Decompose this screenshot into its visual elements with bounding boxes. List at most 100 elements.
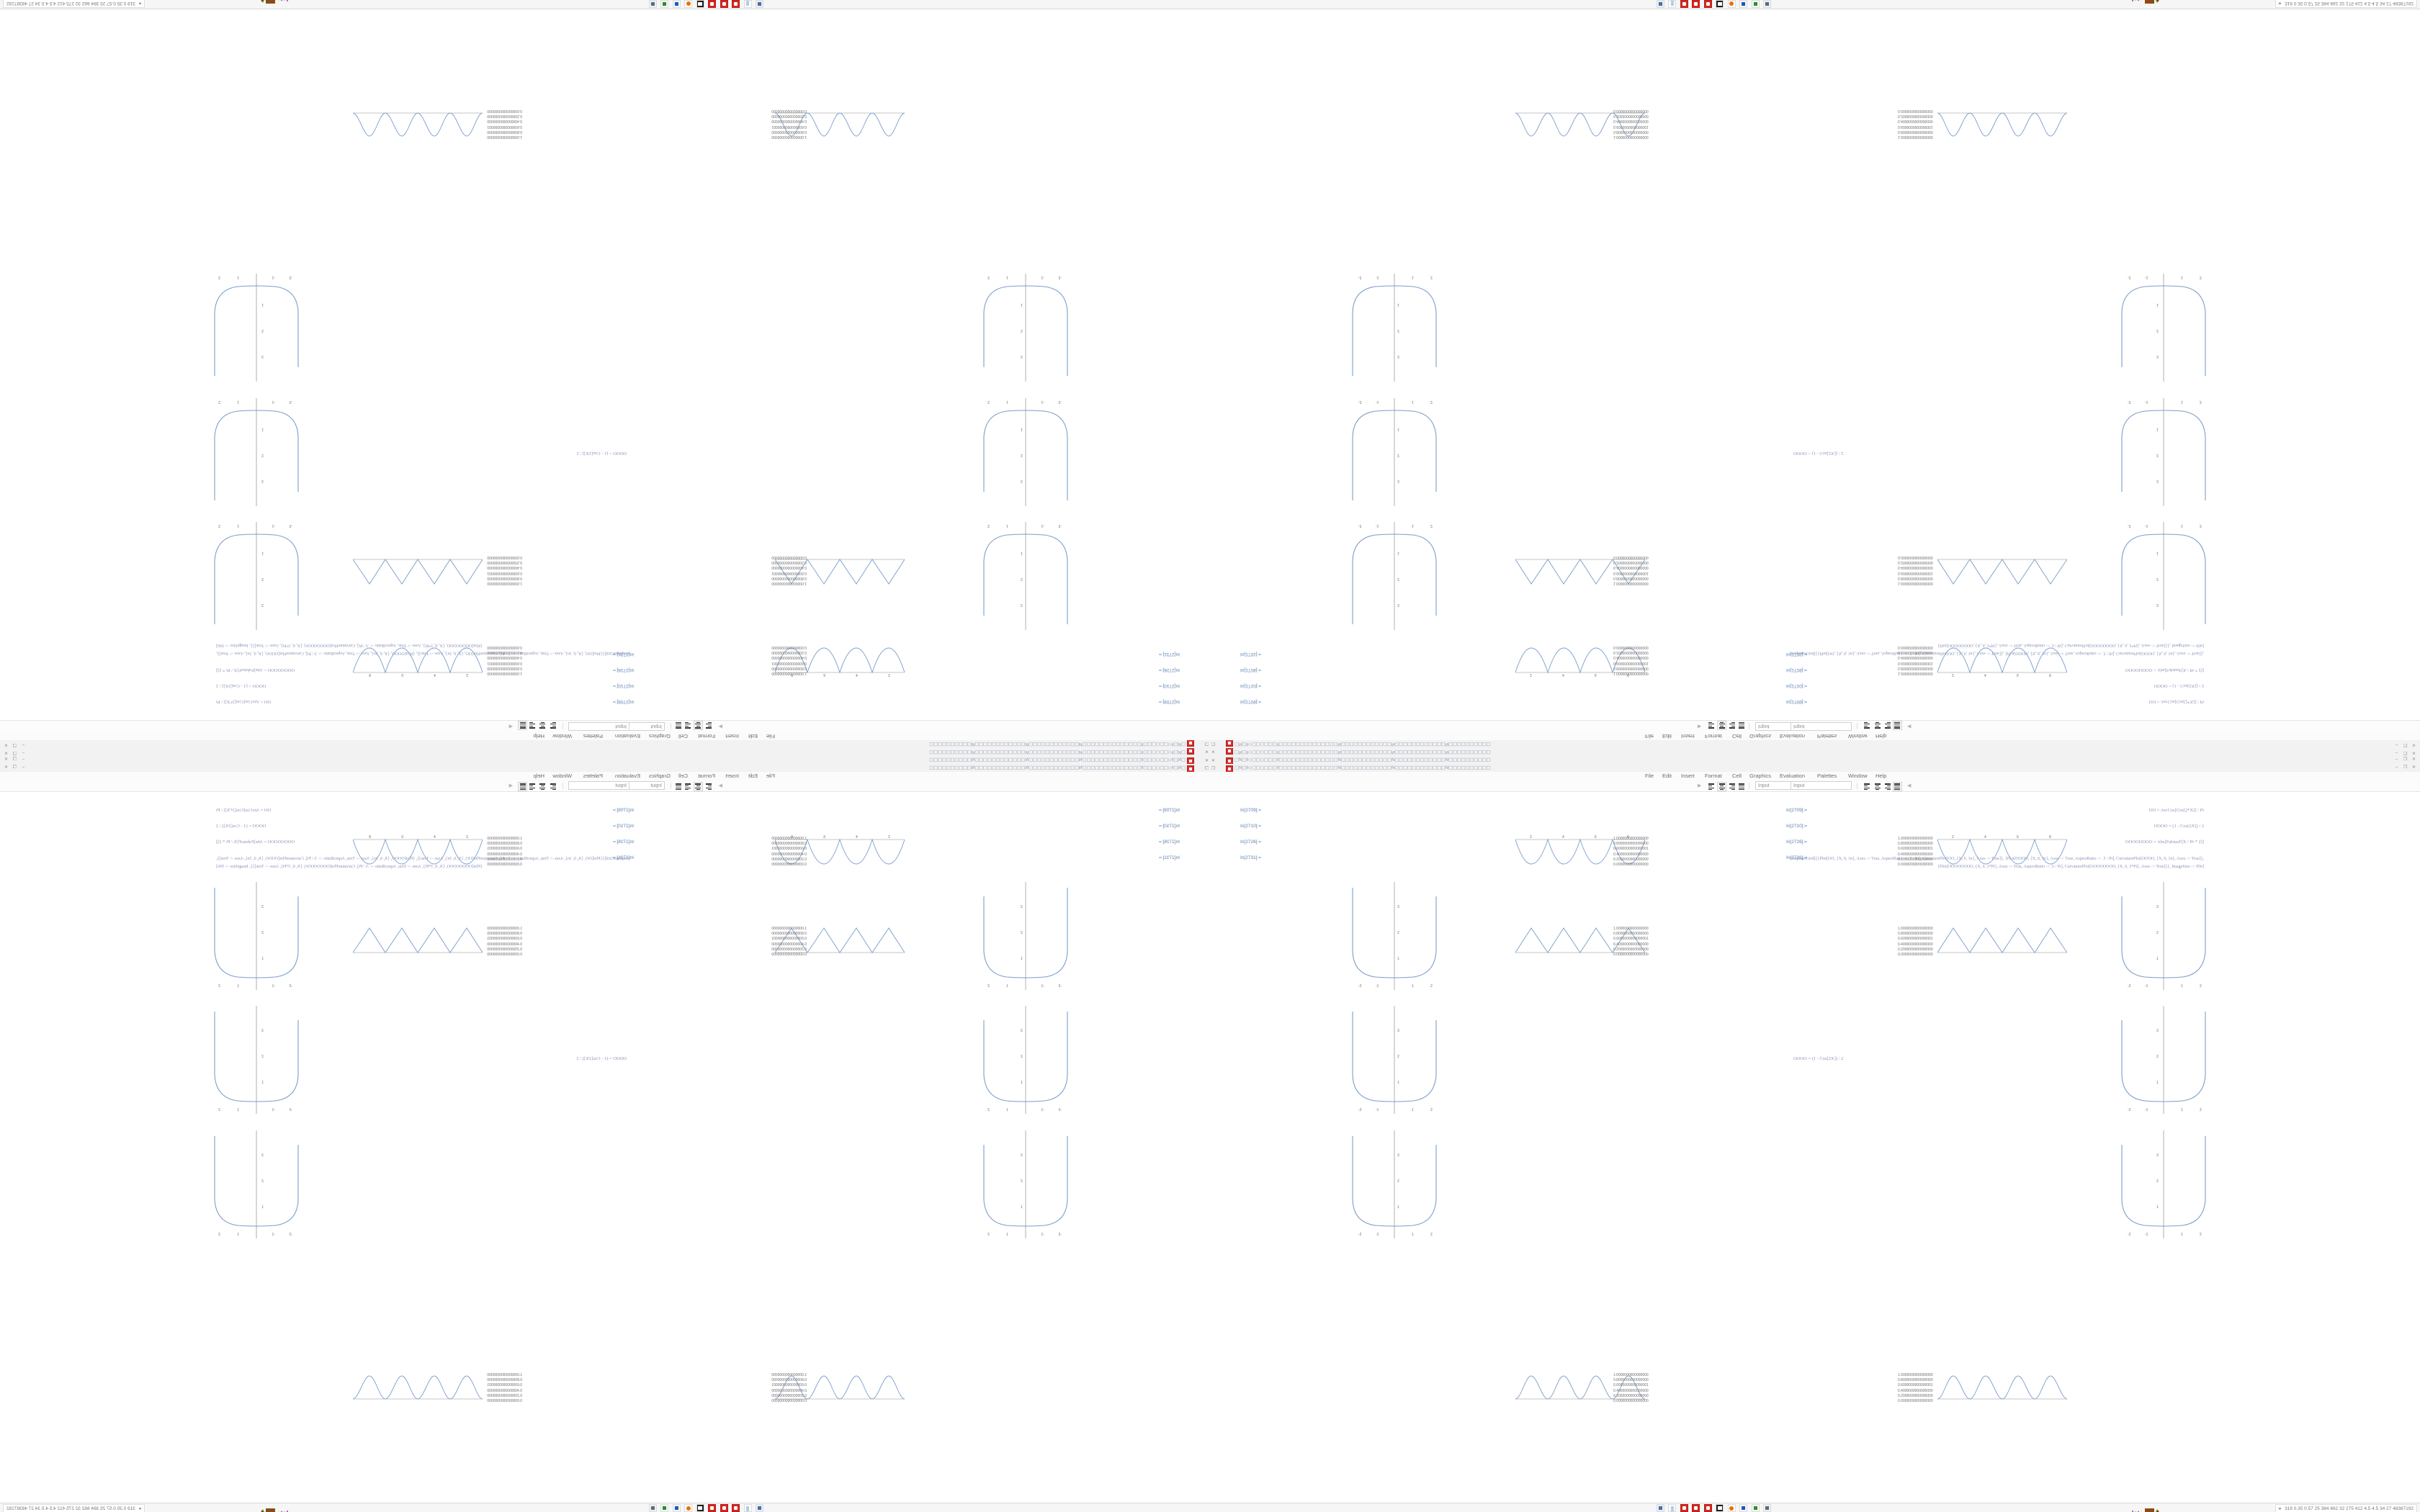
curvature-plot-left-3[interactable]: 3 2 1 -2 -1 1 2 bbox=[1347, 274, 1448, 382]
taskbar-mathematica-icon-1[interactable] bbox=[1680, 1504, 1688, 1512]
taskbar-terminal-window-icon[interactable] bbox=[1657, 0, 1664, 8]
taskbar-icon-group-left[interactable] bbox=[648, 0, 763, 8]
align-left-button-2[interactable] bbox=[548, 721, 557, 730]
align-center-button[interactable] bbox=[694, 782, 703, 791]
taskbar-firefox-icon[interactable] bbox=[1727, 1504, 1736, 1512]
wave-plot-triangle-right[interactable]: 24 68 bbox=[1937, 557, 2067, 587]
menu-item-cell[interactable]: Cell bbox=[1732, 733, 1742, 739]
notebook-maximize-button[interactable]: ❐ bbox=[12, 765, 17, 770]
code-line-graphicsgrid-2[interactable]: {Plot[OOOOOOOO, {X, 0, 3*Pi}, Axes -> Tr… bbox=[1937, 865, 2204, 869]
taskbar-document-window-icon[interactable] bbox=[1668, 0, 1677, 8]
taskbar-mathematica-icon-3[interactable] bbox=[1703, 1504, 1712, 1512]
menu-item-insert[interactable]: Insert bbox=[1681, 733, 1695, 739]
wave-plot-triangle-right[interactable]: 24 68 bbox=[353, 557, 483, 587]
curvature-plot-left-1[interactable]: 3 2 1 -2 -1 1 2 bbox=[972, 882, 1073, 990]
menu-item-help[interactable]: Help bbox=[533, 733, 544, 739]
taskbar-mathematica-icon-3[interactable] bbox=[1703, 0, 1712, 8]
menu-item-edit[interactable]: Edit bbox=[748, 733, 758, 739]
menu-item-help[interactable]: Help bbox=[1876, 773, 1887, 779]
taskbar-firefox-icon[interactable] bbox=[1727, 0, 1736, 8]
taskbar-grey-app-icon[interactable] bbox=[648, 1504, 657, 1512]
wave-plot-fabius[interactable]: 24 68 bbox=[775, 1372, 905, 1402]
code-line-graphicsgrid-1[interactable]: GraphicsGrid[{{Plot[OO, {X, 0, 3π}, Axes… bbox=[1790, 857, 2204, 861]
menu-item-help[interactable]: Help bbox=[533, 773, 544, 779]
window-titlebar[interactable]: ✕ □N□‡◇□□○□□□‡□□□□□□□□□□□□□□N□□□□□□□□□□□… bbox=[0, 747, 1210, 756]
notebook-restore-icon[interactable]: ❐ bbox=[1211, 767, 1216, 771]
align-left-button-2[interactable] bbox=[1863, 782, 1872, 791]
titlebar-close-left-icon[interactable]: ✕ bbox=[1211, 759, 1216, 763]
align-right-button-2[interactable] bbox=[528, 782, 537, 791]
menu-item-palettes[interactable]: Palettes bbox=[583, 773, 603, 779]
maximize-button[interactable]: ❐ bbox=[12, 757, 17, 762]
toolbar-right-arrow-icon[interactable]: ◀ bbox=[1907, 724, 1912, 729]
curvature-plot-left-2[interactable]: 3 2 1 -2 -1 1 2 bbox=[972, 398, 1073, 506]
toolbar-left-arrow-icon[interactable]: ▶ bbox=[718, 783, 722, 788]
align-center-button-2[interactable] bbox=[1873, 721, 1882, 730]
menu-item-edit[interactable]: Edit bbox=[1662, 773, 1672, 779]
notebook-minimize-button[interactable]: – bbox=[2395, 765, 2398, 770]
taskbar-green-app-icon[interactable] bbox=[1751, 0, 1760, 8]
align-left-button-2[interactable] bbox=[1863, 721, 1872, 730]
taskbar-mathematica-icon-1[interactable] bbox=[1680, 0, 1688, 8]
taskbar-icon-group-left[interactable] bbox=[648, 1504, 763, 1512]
curvature-plot-right-1[interactable]: 3 2 1 -2 -1 1 2 bbox=[203, 882, 304, 990]
curvature-plot-right-2[interactable]: 3 2 1 -2 -1 1 2 bbox=[2116, 398, 2217, 506]
curvature-plot-right-2[interactable]: 3 2 1 -2 -1 1 2 bbox=[2116, 1006, 2217, 1114]
curvature-plot-left-2[interactable]: 3 2 1 -2 -1 1 2 bbox=[1347, 398, 1448, 506]
align-center-button[interactable] bbox=[1717, 721, 1726, 730]
style-select-right[interactable]: Input bbox=[568, 722, 629, 731]
toolbar-right-arrow-icon[interactable]: ◀ bbox=[508, 783, 513, 788]
menu-item-graphics[interactable]: Graphics bbox=[648, 773, 671, 779]
curvature-plot-left-2[interactable]: 3 2 1 -2 -1 1 2 bbox=[1347, 1006, 1448, 1114]
notebook-close-button[interactable]: ✕ bbox=[2411, 765, 2416, 770]
curvature-plot-right-3[interactable]: 3 2 1 -2 -1 1 2 bbox=[2116, 1130, 2217, 1238]
taskbar-terminal-icon[interactable] bbox=[696, 1504, 704, 1512]
align-justify-button-2[interactable] bbox=[1893, 782, 1902, 791]
taskbar-mathematica-icon-1[interactable] bbox=[732, 0, 740, 8]
wave-plot-cosine[interactable]: 2 4 6 8 bbox=[775, 835, 905, 865]
menu-item-window[interactable]: Window bbox=[1848, 733, 1868, 739]
menu-item-palettes[interactable]: Palettes bbox=[583, 733, 603, 739]
menu-item-graphics[interactable]: Graphics bbox=[1749, 733, 1772, 739]
align-right-button[interactable] bbox=[1727, 782, 1736, 791]
menu-item-file[interactable]: File bbox=[1645, 773, 1654, 779]
menu-item-edit[interactable]: Edit bbox=[1662, 733, 1672, 739]
taskbar-green-app-icon[interactable] bbox=[660, 0, 669, 8]
menu-item-format[interactable]: Format bbox=[698, 773, 715, 779]
align-right-button-2[interactable] bbox=[1883, 721, 1892, 730]
curvature-plot-right-2[interactable]: 3 2 1 -2 -1 1 2 bbox=[203, 1006, 304, 1114]
taskbar-save-icon[interactable] bbox=[1739, 0, 1748, 8]
align-center-button-2[interactable] bbox=[538, 782, 547, 791]
align-right-button-2[interactable] bbox=[1883, 782, 1892, 791]
notebook-minimize-button[interactable]: – bbox=[2395, 742, 2398, 747]
wave-plot-cosine-right[interactable]: 2 4 6 8 bbox=[353, 647, 483, 677]
notebook-canvas[interactable]: In[2709]:= In[2710]:= In[2726]:= In[2731… bbox=[1210, 36, 2420, 720]
menu-item-window[interactable]: Window bbox=[552, 773, 572, 779]
tray-expand-chevron-icon[interactable]: » bbox=[2278, 1, 2282, 6]
menu-item-format[interactable]: Format bbox=[698, 733, 715, 739]
menu-item-cell[interactable]: Cell bbox=[678, 733, 688, 739]
taskbar-mathematica-icon-2[interactable] bbox=[720, 0, 728, 8]
system-tray[interactable]: » 319 0.35 0.57 25 384 662 32 275 412 4.… bbox=[2275, 0, 2417, 8]
curvature-plot-left-3[interactable]: 3 2 1 -2 -1 1 2 bbox=[972, 274, 1073, 382]
wave-plot-triangle[interactable]: 24 68 bbox=[775, 557, 905, 587]
menu-item-window[interactable]: Window bbox=[1848, 773, 1868, 779]
style-select-right[interactable]: Input bbox=[1791, 722, 1852, 731]
notebook-close-button[interactable]: ✕ bbox=[4, 765, 9, 770]
minimize-button[interactable]: – bbox=[22, 757, 25, 762]
menu-item-cell[interactable]: Cell bbox=[678, 773, 688, 779]
wave-plot-cosine[interactable]: 2 4 6 8 bbox=[775, 647, 905, 677]
taskbar-icon-group-left[interactable] bbox=[1657, 0, 1772, 8]
menu-item-format[interactable]: Format bbox=[1705, 773, 1722, 779]
wave-plot-triangle[interactable]: 24 68 bbox=[1515, 925, 1645, 955]
curvature-plot-right-3[interactable]: 3 2 1 -2 -1 1 2 bbox=[203, 1130, 304, 1238]
notebook-close-button[interactable]: ✕ bbox=[4, 742, 9, 747]
align-justify-button-2[interactable] bbox=[518, 721, 527, 730]
align-left-button[interactable] bbox=[1707, 721, 1716, 730]
code-line-fabius[interactable]: OOOOOOOO = Abs[FabiusF[X / Pi * 2]] bbox=[2125, 840, 2204, 845]
wave-plot-cosine-right[interactable]: 2 4 6 8 bbox=[1937, 647, 2067, 677]
taskbar-document-window-icon[interactable] bbox=[743, 0, 752, 8]
align-justify-button[interactable] bbox=[1737, 721, 1747, 730]
taskbar-terminal-icon[interactable] bbox=[1716, 1504, 1724, 1512]
menu-item-evaluation[interactable]: Evaluation bbox=[614, 733, 640, 739]
